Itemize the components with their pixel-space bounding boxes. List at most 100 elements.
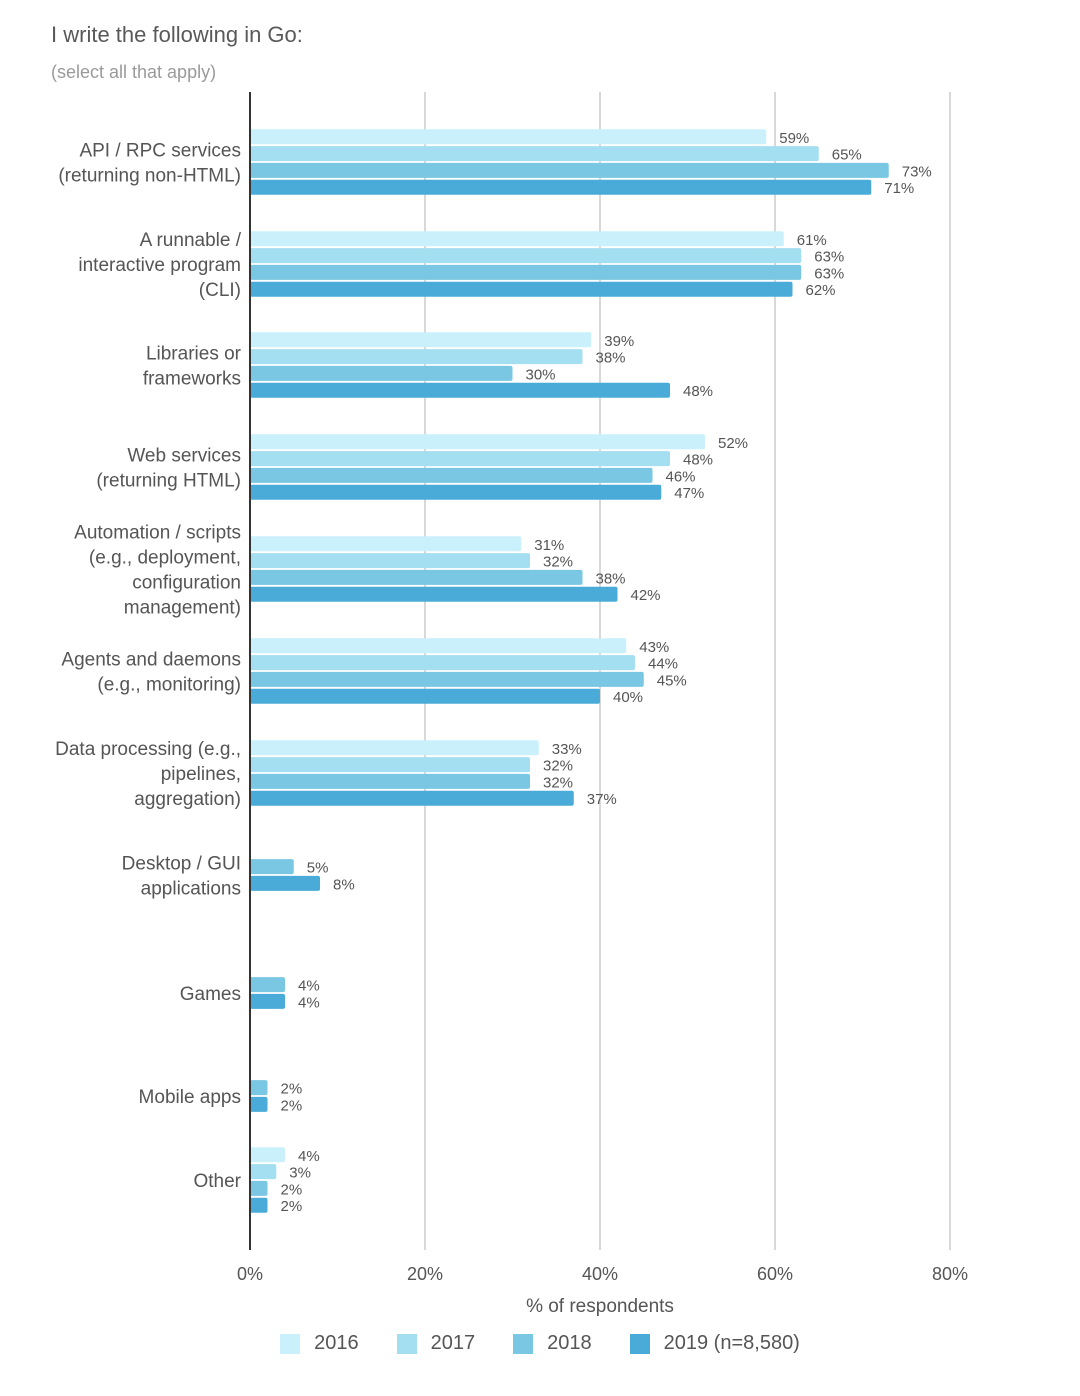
- legend-swatch-2018: [513, 1333, 534, 1354]
- data-label: 4%: [298, 1148, 320, 1165]
- bar: [250, 586, 618, 602]
- bar: [250, 179, 872, 195]
- data-label: 46%: [666, 468, 696, 485]
- bar: [250, 773, 530, 789]
- data-label: 48%: [683, 452, 713, 469]
- category-label: Mobile apps: [139, 1087, 241, 1108]
- data-label: 32%: [543, 758, 573, 775]
- legend-label-2019: 2019 (n=8,580): [663, 1332, 800, 1354]
- category-label: Agents and daemons (e.g., monitoring): [61, 650, 241, 696]
- data-label: 71%: [884, 180, 914, 197]
- data-label: 2%: [281, 1198, 303, 1215]
- data-label: 48%: [683, 383, 713, 400]
- data-label: 32%: [543, 774, 573, 791]
- chart-title: I write the following in Go:: [51, 22, 303, 47]
- bar: [250, 281, 793, 297]
- chart-subtitle: (select all that apply): [51, 62, 217, 82]
- bar: [250, 790, 574, 806]
- legend-swatch-2017: [396, 1333, 417, 1354]
- data-label: 5%: [307, 860, 329, 877]
- bar: [250, 875, 320, 891]
- bar: [250, 1180, 268, 1196]
- category-label: API / RPC services (returning non-HTML): [58, 141, 241, 187]
- data-label: 45%: [657, 672, 687, 689]
- legend-label-2016: 2016: [314, 1332, 359, 1354]
- category-label: Desktop / GUI applications: [122, 854, 241, 900]
- bar: [250, 146, 819, 162]
- data-label: 44%: [648, 656, 678, 673]
- category-label: Games: [180, 984, 241, 1005]
- bar: [250, 1197, 268, 1213]
- data-label: 65%: [832, 147, 862, 164]
- data-label: 39%: [604, 333, 634, 350]
- bar: [250, 638, 627, 654]
- x-tick-label: 40%: [582, 1264, 618, 1284]
- data-label: 30%: [526, 366, 556, 383]
- category-label: Web services (returning HTML): [96, 446, 241, 492]
- legend-item-2016: 2016: [280, 1332, 359, 1355]
- x-tick-label: 60%: [757, 1264, 793, 1284]
- bar: [250, 977, 285, 993]
- data-label: 43%: [639, 639, 669, 656]
- data-label: 2%: [281, 1097, 303, 1114]
- bar: [250, 569, 583, 585]
- bar: [250, 740, 539, 756]
- data-label: 2%: [281, 1081, 303, 1098]
- data-label: 63%: [814, 249, 844, 266]
- bar: [250, 248, 802, 264]
- data-label: 3%: [289, 1165, 311, 1182]
- legend-swatch-2019: [629, 1333, 650, 1354]
- bar: [250, 162, 889, 178]
- data-label: 4%: [298, 994, 320, 1011]
- bar: [250, 553, 530, 569]
- data-label: 42%: [631, 587, 661, 604]
- data-label: 62%: [806, 282, 836, 299]
- x-axis-label: % of respondents: [526, 1296, 674, 1317]
- bar: [250, 859, 294, 875]
- category-label: Data processing (e.g., pipelines, aggregat…: [55, 739, 241, 810]
- data-label: 40%: [613, 689, 643, 706]
- bar-chart: 0% 20% 40% 60% 80% 59% 65% 73%71% API / RPC serv…: [55, 92, 968, 1284]
- data-label: 33%: [552, 741, 582, 758]
- category-label: Automation / scripts (e.g., deployment, co…: [74, 523, 241, 619]
- data-label: 61%: [797, 232, 827, 249]
- data-label: 47%: [674, 485, 704, 502]
- bar: [250, 451, 670, 467]
- data-label: 31%: [534, 537, 564, 554]
- bar: [250, 365, 513, 381]
- data-label: 73%: [902, 163, 932, 180]
- bar: [250, 434, 705, 450]
- data-label: 37%: [587, 791, 617, 808]
- legend-swatch-2016: [280, 1333, 301, 1354]
- legend-item-2018: 2018: [513, 1332, 592, 1355]
- data-label: 8%: [333, 876, 355, 893]
- data-label: 59%: [779, 130, 809, 147]
- bar: [250, 484, 662, 500]
- category-label: A runnable / interactive program (CLI): [78, 230, 241, 301]
- bar: [250, 1080, 268, 1096]
- bar: [250, 993, 285, 1009]
- data-label: 38%: [596, 350, 626, 367]
- bar: [250, 332, 592, 348]
- bar: [250, 349, 583, 365]
- bar: [250, 688, 600, 704]
- bar: [250, 536, 522, 552]
- category-label: Other: [193, 1171, 241, 1192]
- legend-label-2018: 2018: [547, 1332, 592, 1354]
- bar: [250, 757, 530, 773]
- bar: [250, 655, 635, 671]
- bar: [250, 382, 670, 398]
- legend-label-2017: 2017: [430, 1332, 476, 1354]
- legend: 2016 2017 2018 2019 (n=8,580): [0, 1332, 1080, 1355]
- bar: [250, 1164, 277, 1180]
- bar: [250, 264, 802, 280]
- data-label: 63%: [814, 265, 844, 282]
- data-label: 38%: [596, 570, 626, 587]
- data-label: 52%: [718, 435, 748, 452]
- data-label: 2%: [281, 1181, 303, 1198]
- bar: [250, 1096, 268, 1112]
- x-tick-label: 80%: [932, 1264, 968, 1284]
- x-tick-label: 20%: [407, 1264, 443, 1284]
- bar: [250, 129, 767, 145]
- bar: [250, 671, 644, 687]
